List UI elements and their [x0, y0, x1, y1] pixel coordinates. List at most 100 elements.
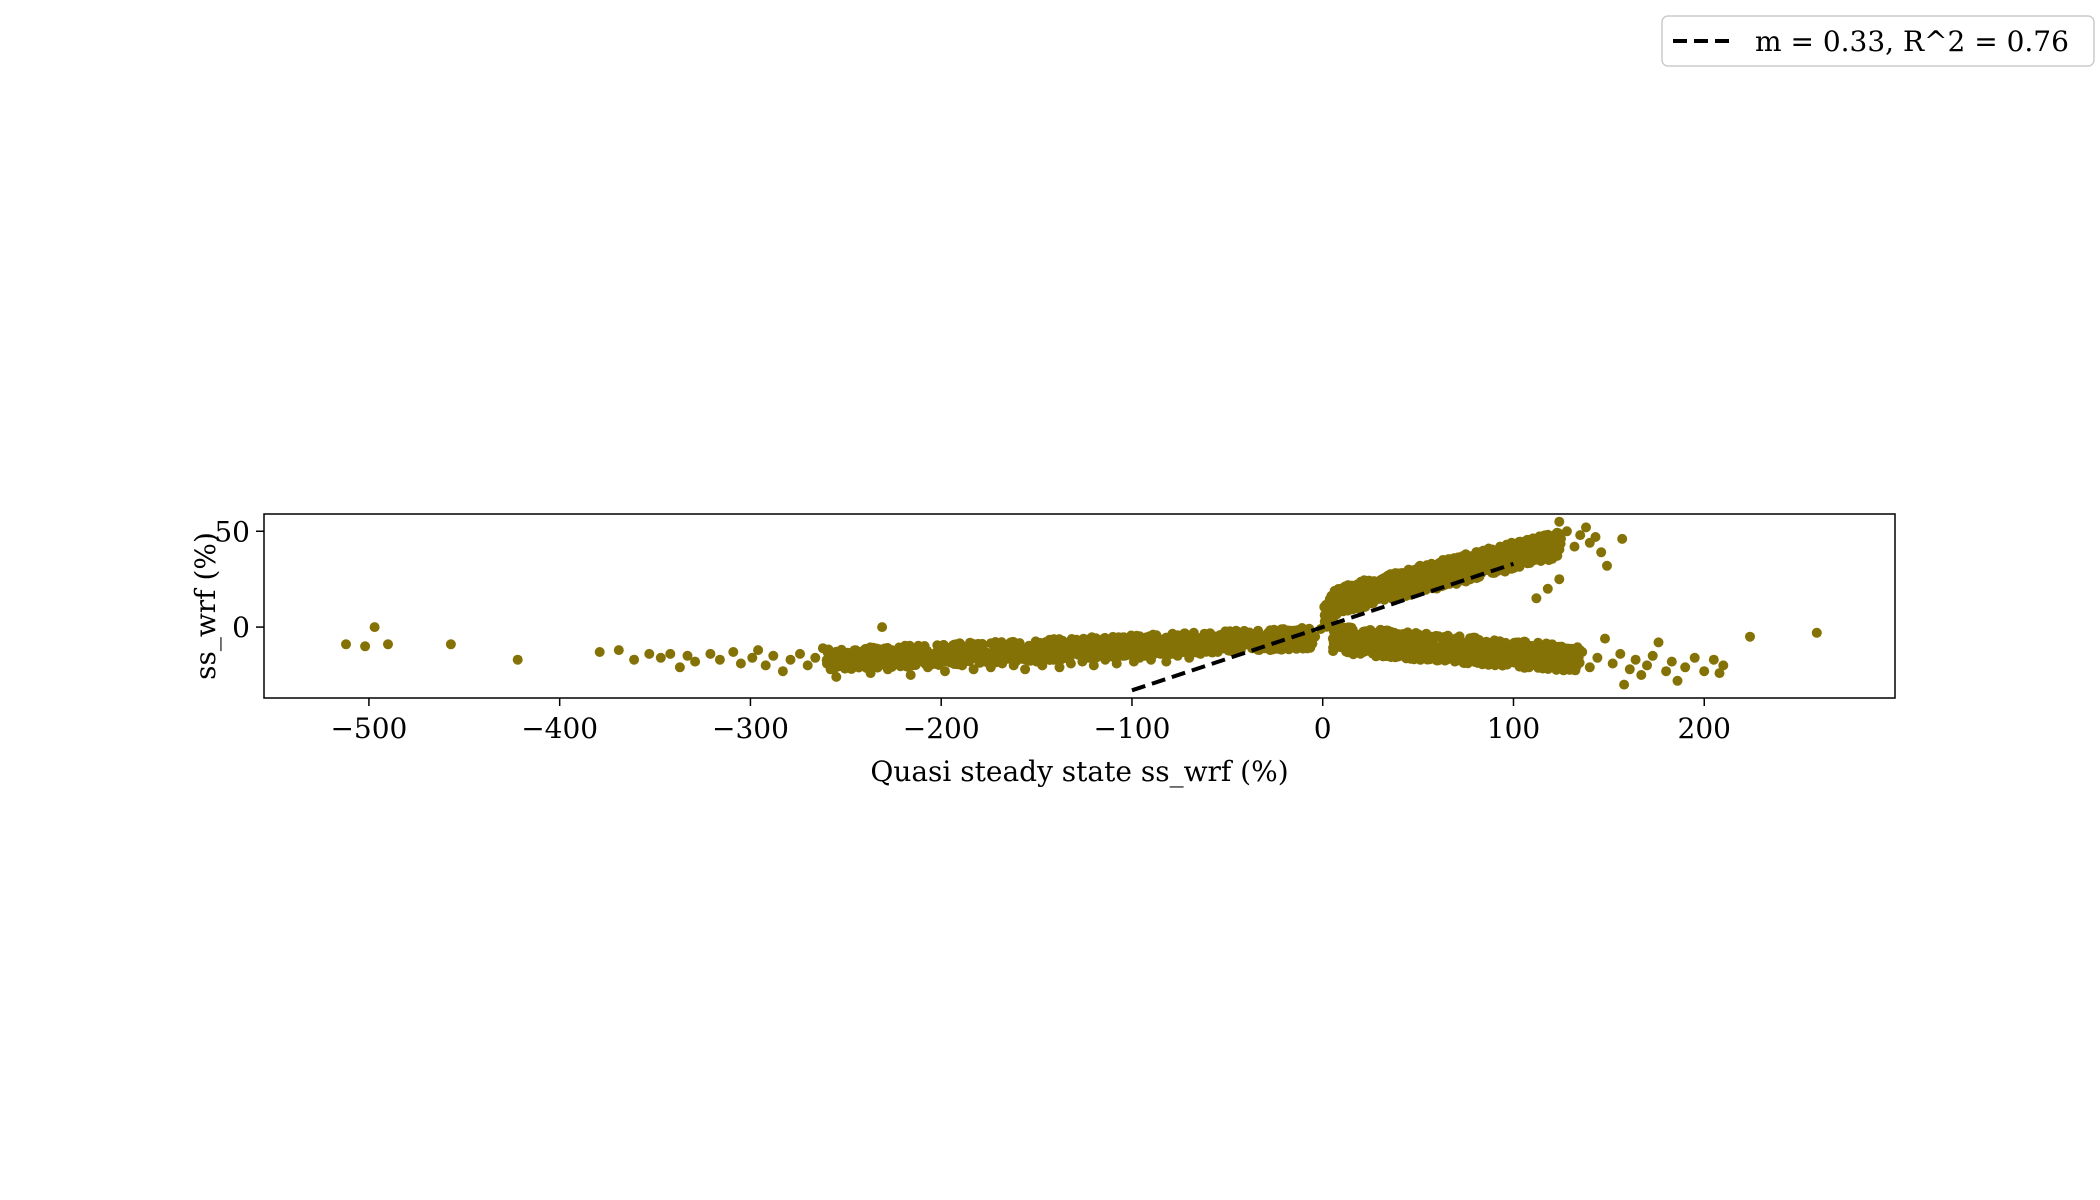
data-point — [900, 660, 910, 671]
data-point — [341, 639, 351, 650]
data-point — [1680, 662, 1691, 673]
data-point — [1065, 658, 1076, 669]
legend: m = 0.33, R^2 = 0.76 — [1661, 15, 2095, 67]
data-point — [1500, 647, 1511, 657]
data-point — [1561, 650, 1572, 661]
data-point — [985, 662, 996, 673]
data-point — [1043, 647, 1053, 657]
y-axis-label: ss_wrf (%) — [189, 532, 222, 680]
data-point — [1600, 633, 1610, 644]
data-point — [1189, 633, 1200, 644]
data-point — [1447, 648, 1458, 659]
data-point — [859, 658, 870, 669]
data-point — [1577, 647, 1588, 657]
data-point — [1071, 645, 1082, 656]
data-point — [1179, 628, 1190, 639]
data-point — [991, 650, 1002, 661]
data-point — [1363, 645, 1374, 656]
data-point — [848, 662, 859, 673]
data-point — [1714, 668, 1725, 679]
data-point — [865, 668, 876, 679]
data-point — [1561, 526, 1572, 537]
data-point — [1542, 583, 1553, 594]
data-point — [1590, 532, 1601, 542]
data-point — [871, 652, 882, 663]
data-point — [512, 654, 523, 665]
data-point — [997, 658, 1008, 669]
data-point — [728, 647, 739, 657]
data-point — [1402, 630, 1412, 641]
data-point — [1470, 645, 1481, 656]
data-point — [1524, 641, 1535, 652]
data-point — [785, 654, 796, 665]
data-point — [674, 662, 685, 673]
data-point — [1008, 660, 1019, 671]
data-point — [1054, 662, 1065, 673]
data-point — [1416, 647, 1427, 657]
data-point — [1302, 643, 1313, 654]
data-point — [1523, 535, 1534, 546]
data-point — [1569, 541, 1580, 552]
data-point — [1333, 629, 1343, 640]
data-point — [1424, 637, 1435, 648]
data-point — [644, 648, 655, 659]
data-point — [1661, 666, 1672, 677]
data-point — [760, 660, 771, 671]
data-point — [1371, 639, 1382, 650]
data-point — [1602, 560, 1612, 571]
data-point — [1140, 645, 1151, 656]
data-point — [1325, 594, 1335, 605]
data-point — [705, 648, 716, 659]
data-point — [445, 639, 456, 650]
x-tick-label: 200 — [1678, 712, 1731, 745]
data-point — [1211, 632, 1222, 642]
data-point — [1134, 652, 1145, 663]
data-point — [1355, 633, 1366, 644]
data-point — [945, 652, 956, 663]
data-point — [1224, 637, 1235, 648]
data-point — [1048, 654, 1059, 665]
y-tick-label: 50 — [214, 515, 250, 548]
x-tick-label: −100 — [1094, 712, 1171, 745]
data-point — [655, 652, 666, 663]
data-point — [1342, 605, 1353, 616]
data-point — [1811, 627, 1822, 638]
data-point — [1167, 643, 1177, 654]
data-point — [1708, 654, 1719, 665]
data-point — [968, 664, 979, 675]
data-point — [977, 641, 988, 652]
data-point — [1397, 590, 1408, 601]
data-point — [1617, 533, 1628, 544]
data-point — [1421, 584, 1432, 594]
data-point — [1037, 660, 1048, 671]
data-point — [1106, 643, 1116, 654]
data-point — [802, 660, 813, 671]
data-point — [1241, 635, 1252, 646]
data-point — [1458, 568, 1469, 579]
data-point — [1081, 637, 1091, 648]
data-point — [795, 648, 805, 659]
data-point — [753, 645, 764, 656]
data-point — [1485, 641, 1496, 652]
data-point — [1051, 645, 1061, 656]
data-point — [1395, 577, 1406, 588]
data-point — [1165, 632, 1175, 643]
data-point — [905, 670, 916, 680]
data-point — [1531, 593, 1542, 604]
x-tick-label: 100 — [1487, 712, 1540, 745]
data-point — [735, 658, 746, 669]
data-point — [360, 641, 371, 652]
data-point — [1344, 622, 1355, 633]
data-point — [1455, 639, 1466, 650]
x-tick-label: −500 — [330, 712, 407, 745]
data-point — [1475, 561, 1486, 572]
data-point — [594, 647, 605, 657]
data-point — [629, 654, 640, 665]
data-point — [1515, 661, 1526, 672]
data-point — [1478, 650, 1488, 661]
data-point — [831, 671, 842, 682]
data-point — [1624, 664, 1635, 675]
data-point — [1535, 539, 1546, 550]
data-point — [1584, 662, 1595, 673]
